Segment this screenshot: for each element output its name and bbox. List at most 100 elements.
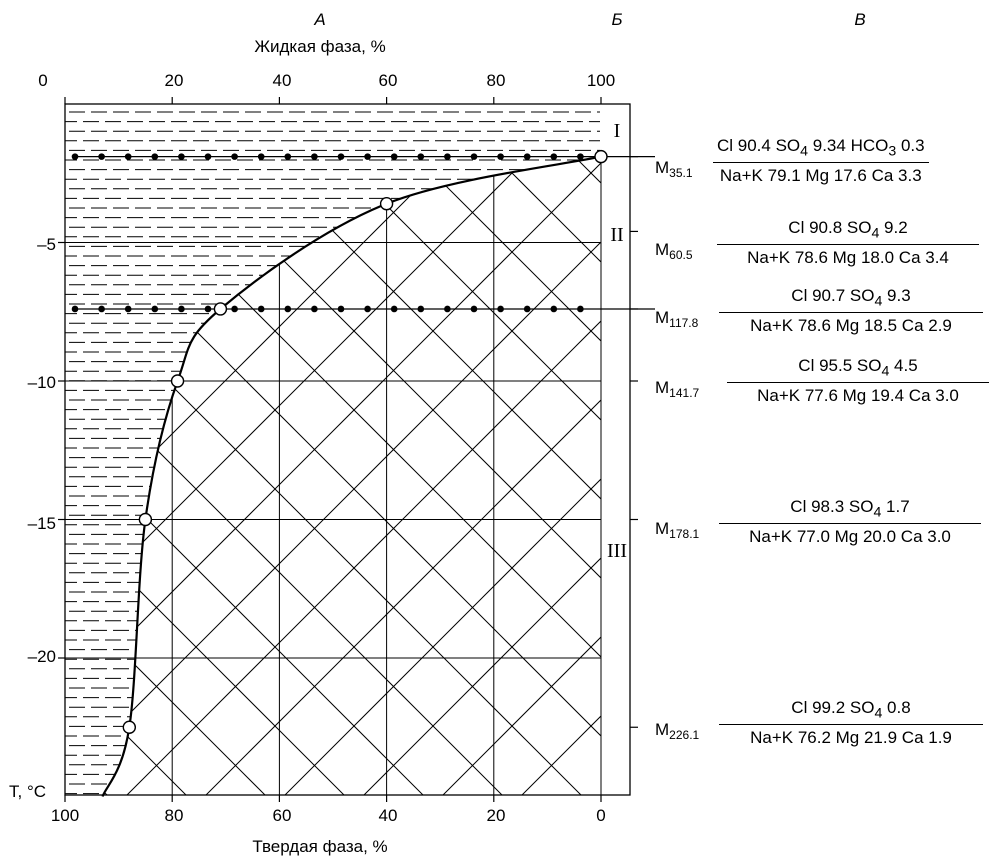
hatch-line [284,156,601,796]
fraction-bar [719,312,983,314]
hatch-line [680,104,993,795]
column-header-a: А [313,10,325,29]
isotherm-dot [204,153,212,160]
curve-marker [138,512,153,527]
isotherm-dot [417,153,425,160]
isotherm-dot [257,305,265,313]
cation-composition: Na+K 77.0 Mg 20.0 Ca 3.0 [749,527,951,547]
hatch-line [126,156,601,796]
isotherm-dot [470,153,478,160]
hatch-line [363,156,601,796]
isotherm-dot [204,305,212,313]
isotherm-dot [390,153,398,160]
hatch-line [102,156,601,796]
hatch-line [102,156,601,796]
isotherm-dot [577,305,584,313]
zone-label-2: II [610,224,623,246]
isotherm-dot [71,153,79,160]
gridlines [58,97,602,802]
hatch-line [838,104,993,795]
composition-formula-3: M117.8 Cl 90.7 SO4 9.3 Na+K 78.6 Mg 18.5… [655,286,990,346]
composition-formula-4: M141.7 Cl 95.5 SO4 4.5 Na+K 77.6 Mg 19.4… [655,356,990,416]
isotherm-dot [98,305,105,313]
hatch-line [102,156,108,796]
fraction-bar [719,724,983,726]
formula-fraction: Cl 90.8 SO4 9.2 Na+K 78.6 Mg 18.0 Ca 3.4 [717,218,979,268]
composition-formula-2: M60.5 Cl 90.8 SO4 9.2 Na+K 78.6 Mg 18.0 … [655,218,990,278]
hatch-line [521,156,601,796]
hatch-line [363,156,601,796]
isotherm-dot [178,153,185,160]
freezing-curve [101,155,602,797]
bottom-tick-label: 0 [596,806,605,825]
top-tick-label: 60 [379,71,398,90]
anion-composition: Cl 90.7 SO4 9.3 [791,286,911,310]
y-tick-label: –20 [28,647,56,666]
isotherm-dot [124,153,132,160]
composition-formula-5: M178.1 Cl 98.3 SO4 1.7 Na+K 77.0 Mg 20.0… [655,497,990,557]
formula-fraction: Cl 90.7 SO4 9.3 Na+K 78.6 Mg 18.5 Ca 2.9 [719,286,983,336]
y-tick-label: –5 [37,235,56,254]
hatch-line [102,156,582,796]
top-axis-ticks: 0 20 40 60 80 100 [38,71,615,90]
bottom-tick-label: 60 [273,806,292,825]
composition-formula-6: M226.1 Cl 99.2 SO4 0.8 Na+K 76.2 Mg 21.9… [655,698,990,758]
isotherm-dot [577,153,584,160]
isotherm-dot [444,305,451,313]
cation-composition: Na+K 78.6 Mg 18.5 Ca 2.9 [750,316,952,336]
zone-label-3: III [607,540,627,562]
curve-marker [213,302,228,316]
hatch-line [680,104,993,795]
isotherm-dot [311,305,318,313]
top-axis-label: Жидкая фаза, % [254,37,385,56]
bottom-axis-label: Твердая фаза, % [252,837,387,856]
fraction-bar [717,244,979,246]
isotherm-dot [364,153,371,160]
column-b-ticks [601,156,655,728]
mineralization: M141.7 [655,378,700,400]
top-tick-label: 20 [165,71,184,90]
zone-label-1: I [614,120,621,142]
hatch-line [102,156,266,796]
bottom-axis-ticks: 100 80 60 40 20 0 [51,806,606,825]
isotherm-dot [337,305,345,313]
hatch-line [0,104,28,795]
hatch-line [759,104,993,795]
isotherm-dot [231,153,238,160]
isotherm-dot [337,153,345,160]
mineralization: M178.1 [655,519,700,541]
formula-fraction: Cl 90.4 SO4 9.34 HCO3 0.3 Na+K 79.1 Mg 1… [713,136,929,186]
hatch-line [0,104,28,795]
isotherm-dot [417,305,425,313]
cation-composition: Na+K 77.6 Mg 19.4 Ca 3.0 [757,386,959,406]
isotherm-dot [71,305,79,313]
hatch-line [102,156,108,796]
isotherm-dot [284,153,292,160]
isotherm-dot [178,305,185,313]
hatch-line [102,156,424,796]
anion-composition: Cl 95.5 SO4 4.5 [798,356,918,380]
isotherm-dot [444,153,451,160]
hatch-line [600,156,601,796]
column-header-c: В [854,10,865,29]
mineralization: M60.5 [655,240,693,262]
cation-composition: Na+K 78.6 Mg 18.0 Ca 3.4 [747,248,949,268]
formula-fraction: Cl 99.2 SO4 0.8 Na+K 76.2 Mg 21.9 Ca 1.9 [719,698,983,748]
curve-markers [122,149,608,734]
hatch-line [759,104,993,795]
cation-composition: Na+K 79.1 Mg 17.6 Ca 3.3 [719,166,922,186]
top-tick-label: 40 [273,71,292,90]
y-tick-label: –15 [28,514,56,533]
formula-fraction: Cl 98.3 SO4 1.7 Na+K 77.0 Mg 20.0 Ca 3.0 [719,497,981,547]
hatch-line [917,104,993,795]
anion-composition: Cl 98.3 SO4 1.7 [790,497,910,521]
isotherm-dot [98,153,105,160]
fraction-bar [713,162,929,164]
column-header-b: Б [611,10,622,29]
hatch-line [442,156,601,796]
isotherm-dot [151,153,159,160]
bottom-tick-label: 80 [165,806,184,825]
isotherm-dot [311,153,318,160]
fraction-bar [719,523,981,525]
bottom-tick-label: 40 [379,806,398,825]
